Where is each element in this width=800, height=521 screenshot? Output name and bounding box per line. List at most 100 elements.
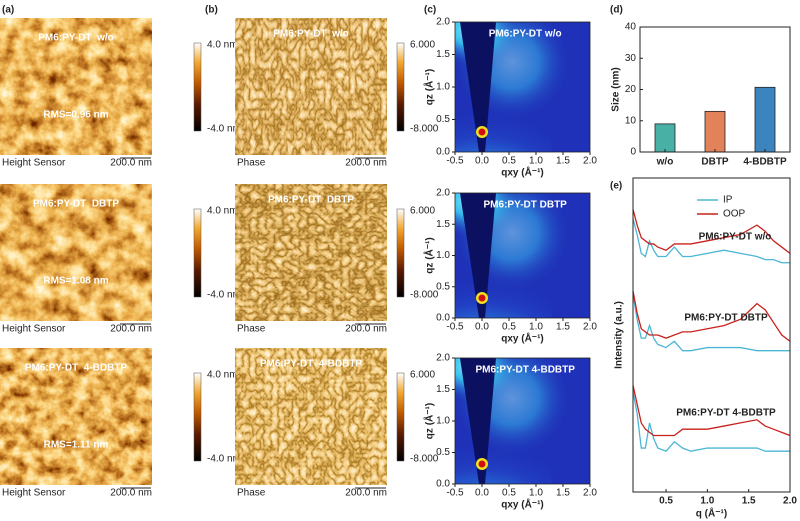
x-axis-label: q (Å⁻¹) <box>696 507 727 520</box>
x-tick-label: 2.0 <box>583 156 597 167</box>
profile-line <box>632 209 791 254</box>
y-tick-label: 10 <box>625 115 637 126</box>
y-tick-label: 20 <box>625 84 637 95</box>
x-tick-label: 2.0 <box>583 488 597 499</box>
x-tick-label: -0.5 <box>446 156 464 167</box>
map-title: PM6:PY-DT w/o <box>489 29 562 40</box>
y-axis-label: qz (Å⁻¹) <box>423 237 436 273</box>
x-tick-label: 0.0 <box>475 322 489 333</box>
missing-wedge <box>460 193 496 318</box>
scale-label: 200.0 nm <box>110 158 152 169</box>
colorbar-max: 4.0 nm <box>207 370 238 381</box>
colorbar-max: 6.000 <box>410 370 435 381</box>
colorbar <box>396 42 405 132</box>
profile-line <box>632 218 790 264</box>
scale-label: 200.0 nm <box>345 158 387 169</box>
y-tick-label: 0.5 <box>436 114 450 125</box>
missing-wedge <box>460 358 496 484</box>
afm-title: PM6:PY-DT w/o <box>38 33 114 44</box>
afm-rms: RMS=0.96 nm <box>43 110 108 121</box>
x-axis-label: qxy (Å⁻¹) <box>501 166 544 179</box>
profile-line <box>632 294 790 352</box>
x-axis-label: qxy (Å⁻¹) <box>501 332 544 345</box>
x-tick-label: 1.0 <box>529 322 543 333</box>
bar <box>754 86 776 153</box>
map-title: PM6:PY-DT 4-BDBTP <box>475 365 575 376</box>
x-tick-label: -0.5 <box>446 488 464 499</box>
afm-image <box>0 184 152 321</box>
bar <box>654 123 676 153</box>
sample-label: PM6:PY-DT 4-BDBTP <box>676 408 776 419</box>
panel-label: (e) <box>610 181 622 192</box>
beam-spot <box>478 128 486 136</box>
y-axis-label: Intensity (a.u.) <box>614 301 625 369</box>
y-tick-label: 1.5 <box>436 49 450 60</box>
phase-image <box>235 348 387 485</box>
y-tick-label: 1.0 <box>436 82 450 93</box>
beam-spot <box>478 294 486 302</box>
colorbar <box>193 42 202 132</box>
x-tick-label: 0.0 <box>475 488 489 499</box>
colorbar <box>396 208 405 298</box>
sensor-label: Height Sensor <box>2 324 66 335</box>
sample-label: PM6:PY-DT DBTP <box>684 313 768 324</box>
colorbar-max: 6.000 <box>410 40 435 51</box>
y-tick-label: 0.5 <box>436 281 450 292</box>
x-tick-label: 1.0 <box>529 488 543 499</box>
afm-image <box>0 348 152 485</box>
x-tick-label: 1.5 <box>742 496 756 507</box>
sensor-label: Phase <box>237 158 266 169</box>
x-tick-label: w/o <box>656 157 674 168</box>
y-tick-label: 1.5 <box>436 384 450 395</box>
giwaxs-map <box>455 22 590 152</box>
y-tick-label: 1.5 <box>436 219 450 230</box>
x-tick-label: 1.5 <box>556 488 570 499</box>
colorbar-min: -8.000 <box>410 124 439 135</box>
colorbar-min: -4.0 nm <box>207 124 241 135</box>
sensor-label: Height Sensor <box>2 158 66 169</box>
panel-label: (c) <box>424 5 436 16</box>
x-tick-label: 4-BDBTP <box>743 157 787 168</box>
afm-rms: RMS=1.08 nm <box>43 276 108 287</box>
sensor-label: Phase <box>237 324 266 335</box>
y-tick-label: 0.0 <box>436 313 450 324</box>
afm-image <box>0 18 152 155</box>
colorbar-max: 4.0 nm <box>207 40 238 51</box>
y-tick-label: 40 <box>625 22 637 33</box>
panel-label: (b) <box>205 5 218 16</box>
y-tick-label: 2.0 <box>436 188 450 199</box>
sensor-label: Phase <box>237 488 266 499</box>
scale-label: 200.0 nm <box>110 488 152 499</box>
colorbar-max: 6.000 <box>410 206 435 217</box>
profile-line <box>632 385 791 437</box>
x-tick-label: 1.0 <box>529 156 543 167</box>
phase-image <box>235 18 387 155</box>
colorbar <box>193 208 202 298</box>
y-tick-label: 1.0 <box>436 416 450 427</box>
profile-line <box>632 391 790 452</box>
phase-title: PM6:PY-DT w/o <box>273 29 349 40</box>
x-tick-label: 1.5 <box>556 156 570 167</box>
y-tick-label: 2.0 <box>436 17 450 28</box>
giwaxs-map <box>455 358 590 484</box>
colorbar-min: -4.0 nm <box>207 454 241 465</box>
profile-line <box>632 290 791 342</box>
map-title: PM6:PY-DT DBTP <box>484 200 568 211</box>
panel-label: (a) <box>2 5 14 16</box>
colorbar-min: -8.000 <box>410 454 439 465</box>
y-tick-label: 1.0 <box>436 250 450 261</box>
y-tick-label: 30 <box>625 53 637 64</box>
x-tick-label: 2.0 <box>783 496 797 507</box>
bar <box>704 110 726 153</box>
x-tick-label: 0.5 <box>502 156 516 167</box>
scale-label: 200.0 nm <box>345 324 387 335</box>
colorbar <box>396 372 405 462</box>
x-tick-label: -0.5 <box>446 322 464 333</box>
x-tick-label: 0.5 <box>502 322 516 333</box>
sample-label: PM6:PY-DT w/o <box>699 232 772 243</box>
colorbar <box>193 372 202 462</box>
y-tick-label: 0.0 <box>436 147 450 158</box>
afm-title: PM6:PY-DT 4-BDBTP <box>25 363 128 374</box>
